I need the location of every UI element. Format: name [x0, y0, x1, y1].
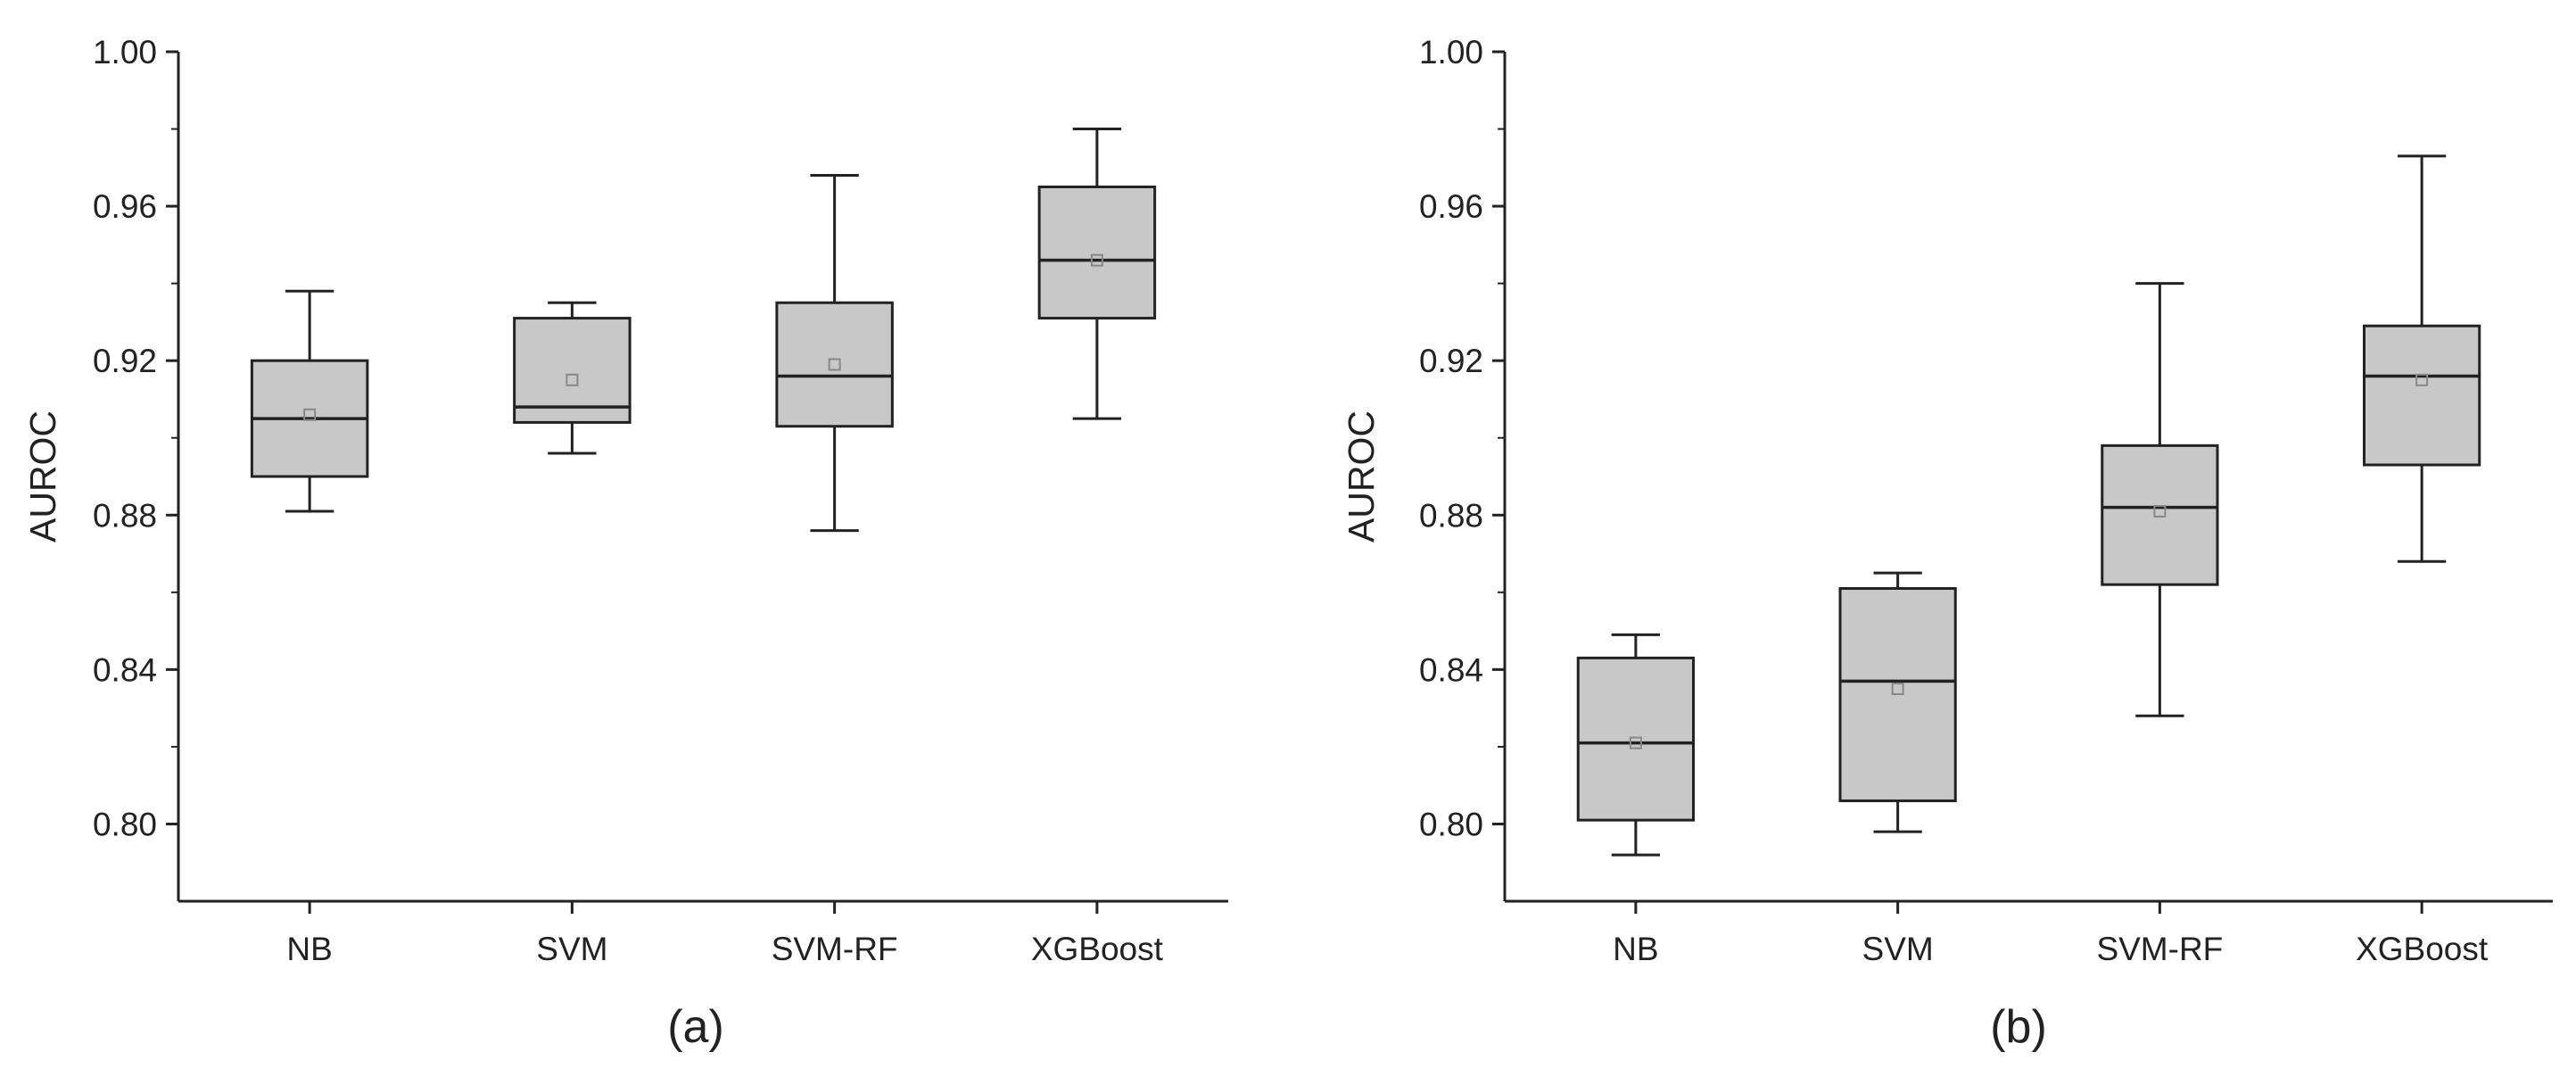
mean-marker: [303, 408, 317, 421]
y-tick-label: 0.84: [93, 651, 157, 688]
box-svm: [1838, 571, 1957, 833]
iqr-box: [775, 301, 894, 428]
x-tick-label: SVM: [536, 931, 607, 967]
x-tick-label: NB: [286, 931, 332, 967]
iqr-box: [2363, 324, 2481, 467]
x-tick-label: SVM: [1862, 931, 1934, 967]
y-tick-label: 0.80: [93, 806, 157, 842]
y-tick-label: 0.96: [1419, 188, 1483, 225]
x-tick-label: XGBoost: [2356, 931, 2489, 967]
y-tick-label: 0.80: [1419, 806, 1483, 842]
panel-label: (b): [1990, 1001, 2047, 1053]
mean-marker: [828, 358, 841, 371]
mean-marker: [1090, 253, 1103, 267]
y-tick-label: 0.88: [1419, 497, 1483, 534]
y-tick-label: 0.96: [93, 188, 157, 225]
y-axis-title: AUROC: [22, 410, 63, 543]
box-nb: [250, 289, 369, 513]
iqr-box: [1037, 185, 1157, 320]
y-tick-label: 0.92: [1419, 343, 1483, 379]
y-tick-label: 0.84: [1419, 651, 1483, 688]
y-tick-label: 1.00: [93, 34, 157, 70]
box-svm-rf: [2101, 282, 2219, 717]
x-tick-label: NB: [1613, 931, 1658, 967]
box-xgboost: [1037, 128, 1157, 420]
x-tick-label: SVM-RF: [772, 931, 898, 967]
x-tick-label: XGBoost: [1031, 931, 1164, 967]
mean-marker: [1629, 736, 1642, 750]
mean-marker: [2153, 504, 2167, 518]
box-nb: [1576, 633, 1695, 857]
iqr-box: [513, 317, 632, 424]
mean-marker: [566, 373, 579, 386]
iqr-box: [2101, 443, 2219, 586]
chart-panel-b: 0.80 0.84 0.88 0.92 0.96 1.00 AUROC NB SVM SVM-RF…: [1341, 34, 2553, 1053]
panel-label: (a): [667, 1001, 724, 1053]
y-tick-label: 0.92: [93, 343, 157, 379]
y-tick-label: 0.88: [93, 497, 157, 534]
box-svm: [513, 301, 632, 455]
mean-marker: [2415, 373, 2429, 386]
x-tick-label: SVM-RF: [2096, 931, 2223, 967]
mean-marker: [1891, 683, 1904, 695]
chart-panel-a: 0.80 0.84 0.88 0.92 0.96 1.00 AUROC NB SVM SVM-RF…: [22, 34, 1228, 1053]
y-tick-label: 1.00: [1419, 34, 1483, 70]
box-xgboost: [2363, 154, 2481, 563]
y-axis-title: AUROC: [1341, 410, 1382, 543]
box-svm-rf: [775, 173, 894, 533]
iqr-box: [1576, 656, 1695, 822]
